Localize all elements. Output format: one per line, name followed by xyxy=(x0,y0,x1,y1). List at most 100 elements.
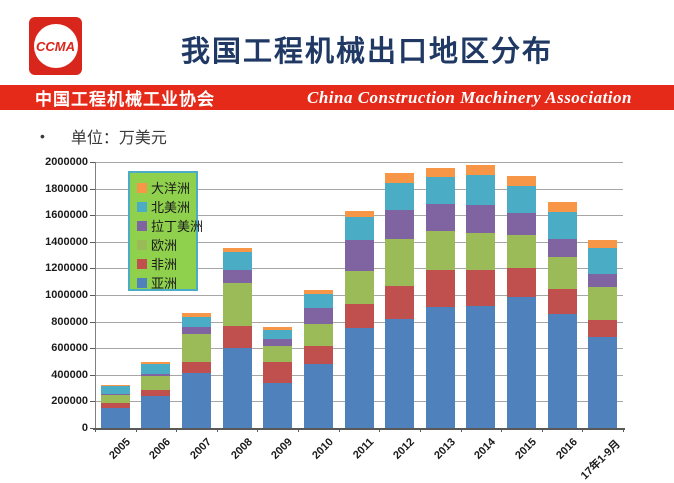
bar-segment-欧洲 xyxy=(344,271,374,304)
x-axis-line xyxy=(93,428,625,430)
bar xyxy=(182,313,212,428)
x-axis-label: 2010 xyxy=(310,436,336,462)
bar-segment-大洋洲 xyxy=(547,201,577,212)
bar xyxy=(141,362,171,428)
bar-segment-北美洲 xyxy=(425,177,455,204)
bar-segment-大洋洲 xyxy=(141,362,171,365)
bar-segment-亚洲 xyxy=(425,306,455,428)
bar-segment-非洲 xyxy=(263,362,293,383)
legend-item: 欧洲 xyxy=(137,235,189,254)
bar-segment-大洋洲 xyxy=(222,248,252,253)
y-axis-label: 400000 xyxy=(51,368,88,381)
y-axis-tick xyxy=(90,401,95,403)
bar-segment-大洋洲 xyxy=(385,173,415,183)
bar-segment-欧洲 xyxy=(466,233,496,270)
x-axis-tick xyxy=(95,428,96,432)
bar-segment-亚洲 xyxy=(466,305,496,428)
bar-segment-欧洲 xyxy=(547,257,577,290)
bar-segment-北美洲 xyxy=(588,248,618,274)
bar xyxy=(425,168,455,428)
legend-label: 亚洲 xyxy=(151,276,178,291)
bar-segment-亚洲 xyxy=(588,336,618,428)
bar-segment-北美洲 xyxy=(506,185,536,213)
bar-segment-欧洲 xyxy=(100,395,130,404)
bar-segment-拉丁美洲 xyxy=(263,338,293,347)
legend-item: 亚洲 xyxy=(137,273,189,292)
legend-item: 大洋洲 xyxy=(137,178,190,197)
bar-segment-亚洲 xyxy=(141,396,171,428)
bar xyxy=(263,326,293,428)
y-axis-tick xyxy=(90,215,95,217)
x-axis-tick xyxy=(379,428,381,432)
bar xyxy=(385,173,415,428)
legend-label: 非洲 xyxy=(151,257,178,272)
bar-segment-非洲 xyxy=(222,325,252,349)
bar xyxy=(588,239,618,428)
bar-segment-大洋洲 xyxy=(466,164,496,175)
bar-segment-亚洲 xyxy=(263,382,293,428)
y-axis-tick xyxy=(90,295,95,296)
legend-label: 拉丁美洲 xyxy=(151,219,204,234)
legend-swatch xyxy=(137,182,147,193)
bar-segment-大洋洲 xyxy=(425,168,455,178)
bar-segment-亚洲 xyxy=(344,328,374,428)
legend-item: 拉丁美洲 xyxy=(137,216,203,235)
bar-segment-北美洲 xyxy=(303,293,333,309)
bar-segment-拉丁美洲 xyxy=(182,326,212,335)
bar-segment-拉丁美洲 xyxy=(425,203,455,231)
legend-item: 北美洲 xyxy=(137,197,190,216)
bar-segment-北美洲 xyxy=(263,330,293,339)
ccma-logo-circle: CCMA xyxy=(33,24,78,68)
bar-segment-拉丁美洲 xyxy=(385,209,415,240)
legend-swatch xyxy=(137,258,147,269)
y-axis-label: 1600000 xyxy=(45,209,88,222)
bar xyxy=(466,164,496,428)
bar xyxy=(344,210,374,428)
legend-swatch xyxy=(137,201,147,212)
ccma-logo: CCMA xyxy=(29,17,82,75)
x-axis-label: 2007 xyxy=(188,436,215,462)
bar-segment-拉丁美洲 xyxy=(141,374,171,377)
bar xyxy=(303,289,333,428)
bar-segment-欧洲 xyxy=(141,376,171,391)
slide: { "header": { "logo_text": "CCMA", "titl… xyxy=(0,17,674,483)
bar-segment-非洲 xyxy=(385,285,415,319)
bar xyxy=(222,248,252,428)
bar-segment-北美洲 xyxy=(100,386,130,395)
y-axis-label: 800000 xyxy=(51,315,88,328)
bar-segment-大洋洲 xyxy=(182,313,212,317)
x-axis-tick xyxy=(135,428,137,432)
legend-label: 欧洲 xyxy=(151,238,178,253)
x-axis-label: 2016 xyxy=(553,436,580,462)
bar xyxy=(547,201,577,428)
banner-chinese-name: 中国工程机械工业协会 xyxy=(35,90,215,109)
unit-note: • 单位：万美元 xyxy=(40,124,167,148)
bar xyxy=(100,384,130,428)
bar-segment-拉丁美洲 xyxy=(344,239,374,272)
x-axis-tick xyxy=(216,428,218,432)
y-axis-label: 0 xyxy=(81,422,88,434)
y-axis-tick xyxy=(90,348,95,350)
x-axis-tick xyxy=(460,428,462,432)
bar-segment-大洋洲 xyxy=(506,176,536,186)
unit-note-text: 单位：万美元 xyxy=(70,130,167,147)
y-axis-label: 200000 xyxy=(51,395,88,408)
bar-segment-非洲 xyxy=(303,346,333,365)
y-axis-tick xyxy=(90,162,95,163)
y-axis-tick xyxy=(90,188,95,190)
bar-segment-欧洲 xyxy=(263,346,293,363)
bar-segment-拉丁美洲 xyxy=(466,205,496,234)
bar-segment-拉丁美洲 xyxy=(588,273,618,288)
bar-segment-欧洲 xyxy=(506,234,536,269)
y-axis-tick xyxy=(90,268,95,270)
bar-segment-拉丁美洲 xyxy=(222,270,252,284)
bar-segment-欧洲 xyxy=(385,239,415,286)
legend-swatch xyxy=(137,239,147,250)
bar-segment-欧洲 xyxy=(222,283,252,326)
bar-segment-欧洲 xyxy=(182,334,212,363)
bar-segment-北美洲 xyxy=(182,316,212,327)
y-axis-label: 2000000 xyxy=(45,156,88,168)
x-axis-tick xyxy=(541,428,543,432)
association-banner: 中国工程机械工业协会 China Construction Machinery … xyxy=(0,85,674,110)
bar-segment-亚洲 xyxy=(506,297,536,428)
